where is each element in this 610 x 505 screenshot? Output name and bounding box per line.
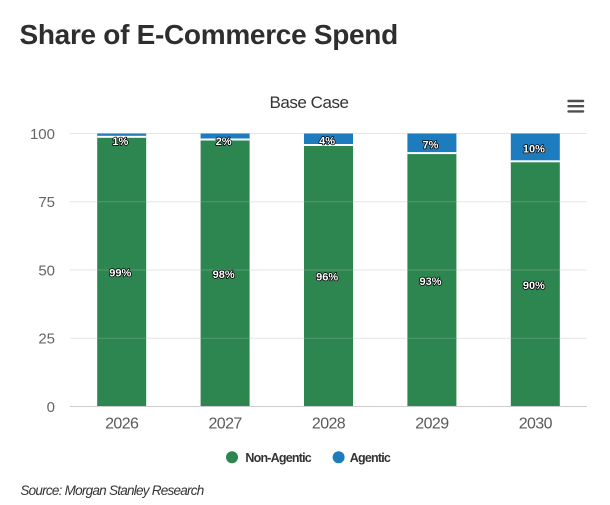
svg-text:93%: 93% [419,276,441,288]
svg-text:Share of E-Commerce Spend: Share of E-Commerce Spend [20,19,398,50]
svg-text:98%: 98% [213,269,235,281]
svg-text:Non-Agentic: Non-Agentic [245,451,311,465]
svg-text:1%: 1% [112,136,128,148]
svg-text:75: 75 [38,194,55,211]
svg-text:50: 50 [38,262,55,279]
svg-text:90%: 90% [523,280,545,292]
svg-text:2030: 2030 [519,416,553,433]
svg-text:100: 100 [30,126,55,143]
svg-text:25: 25 [38,331,55,348]
svg-text:2028: 2028 [312,416,346,433]
svg-text:4%: 4% [319,136,335,148]
svg-text:2029: 2029 [415,416,449,433]
svg-text:99%: 99% [109,268,131,280]
svg-text:Source: Morgan Stanley Researc: Source: Morgan Stanley Research [20,483,203,498]
svg-text:Base Case: Base Case [269,93,348,112]
svg-text:10%: 10% [523,144,545,156]
svg-text:2026: 2026 [105,416,139,433]
svg-text:Agentic: Agentic [350,451,391,465]
svg-text:0: 0 [47,399,55,416]
svg-text:2027: 2027 [208,416,242,433]
svg-text:2%: 2% [216,136,232,148]
svg-text:96%: 96% [316,272,338,284]
svg-text:7%: 7% [423,140,439,152]
